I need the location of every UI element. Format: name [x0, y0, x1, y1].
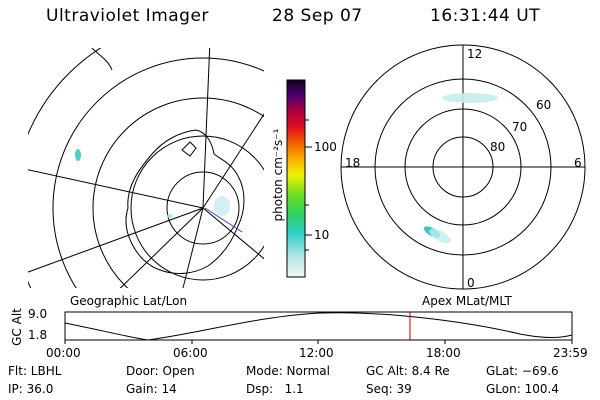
timeline-xtick-3: 18:00: [426, 346, 461, 360]
door-info: Door: Open: [126, 364, 195, 378]
filter-info: Flt: LBHL: [8, 364, 62, 378]
timeline-xtick-0: 00:00: [46, 346, 81, 360]
glat-info: GLat: −69.6: [486, 364, 559, 378]
mlt-label-left: 18: [345, 156, 361, 170]
apex-caption: Apex MLat/MLT: [422, 294, 512, 308]
mlt-label-right: 6: [574, 156, 582, 170]
geographic-caption: Geographic Lat/Lon: [70, 294, 188, 308]
seq-info: Seq: 39: [366, 382, 412, 396]
colorbar-tick-100: 100: [314, 140, 337, 154]
dsp-info: Dsp: 1.1: [246, 382, 304, 396]
ip-info: IP: 36.0: [8, 382, 54, 396]
timeline-ytick-bottom: 1.8: [28, 328, 48, 342]
lat-label-60: 60: [536, 98, 552, 112]
date-label: 28 Sep 07: [272, 6, 363, 26]
mlt-label-top: 12: [467, 47, 483, 61]
lat-label-80: 80: [490, 140, 506, 154]
colorbar: [286, 79, 306, 278]
timeline-xtick-4: 23:59: [553, 346, 588, 360]
colorbar-unit-label: photon cm⁻²s⁻¹: [271, 128, 285, 222]
timeline-ylabel: GC Alt: [10, 308, 24, 346]
gc-alt-info: GC Alt: 8.4 Re: [366, 364, 450, 378]
time-label: 16:31:44 UT: [430, 6, 541, 26]
gain-info: Gain: 14: [126, 382, 177, 396]
glon-info: GLon: 100.4: [486, 382, 559, 396]
timeline-xtick-1: 06:00: [173, 346, 208, 360]
timeline-xtick-2: 12:00: [299, 346, 334, 360]
colorbar-tick-10: 10: [314, 228, 330, 242]
mlt-label-bottom: 0: [467, 276, 475, 290]
instrument-title: Ultraviolet Imager: [46, 6, 209, 26]
mode-info: Mode: Normal: [246, 364, 330, 378]
lat-label-70: 70: [512, 120, 528, 134]
altitude-timeline: [64, 311, 573, 341]
timeline-ytick-top: 9.0: [28, 307, 48, 321]
